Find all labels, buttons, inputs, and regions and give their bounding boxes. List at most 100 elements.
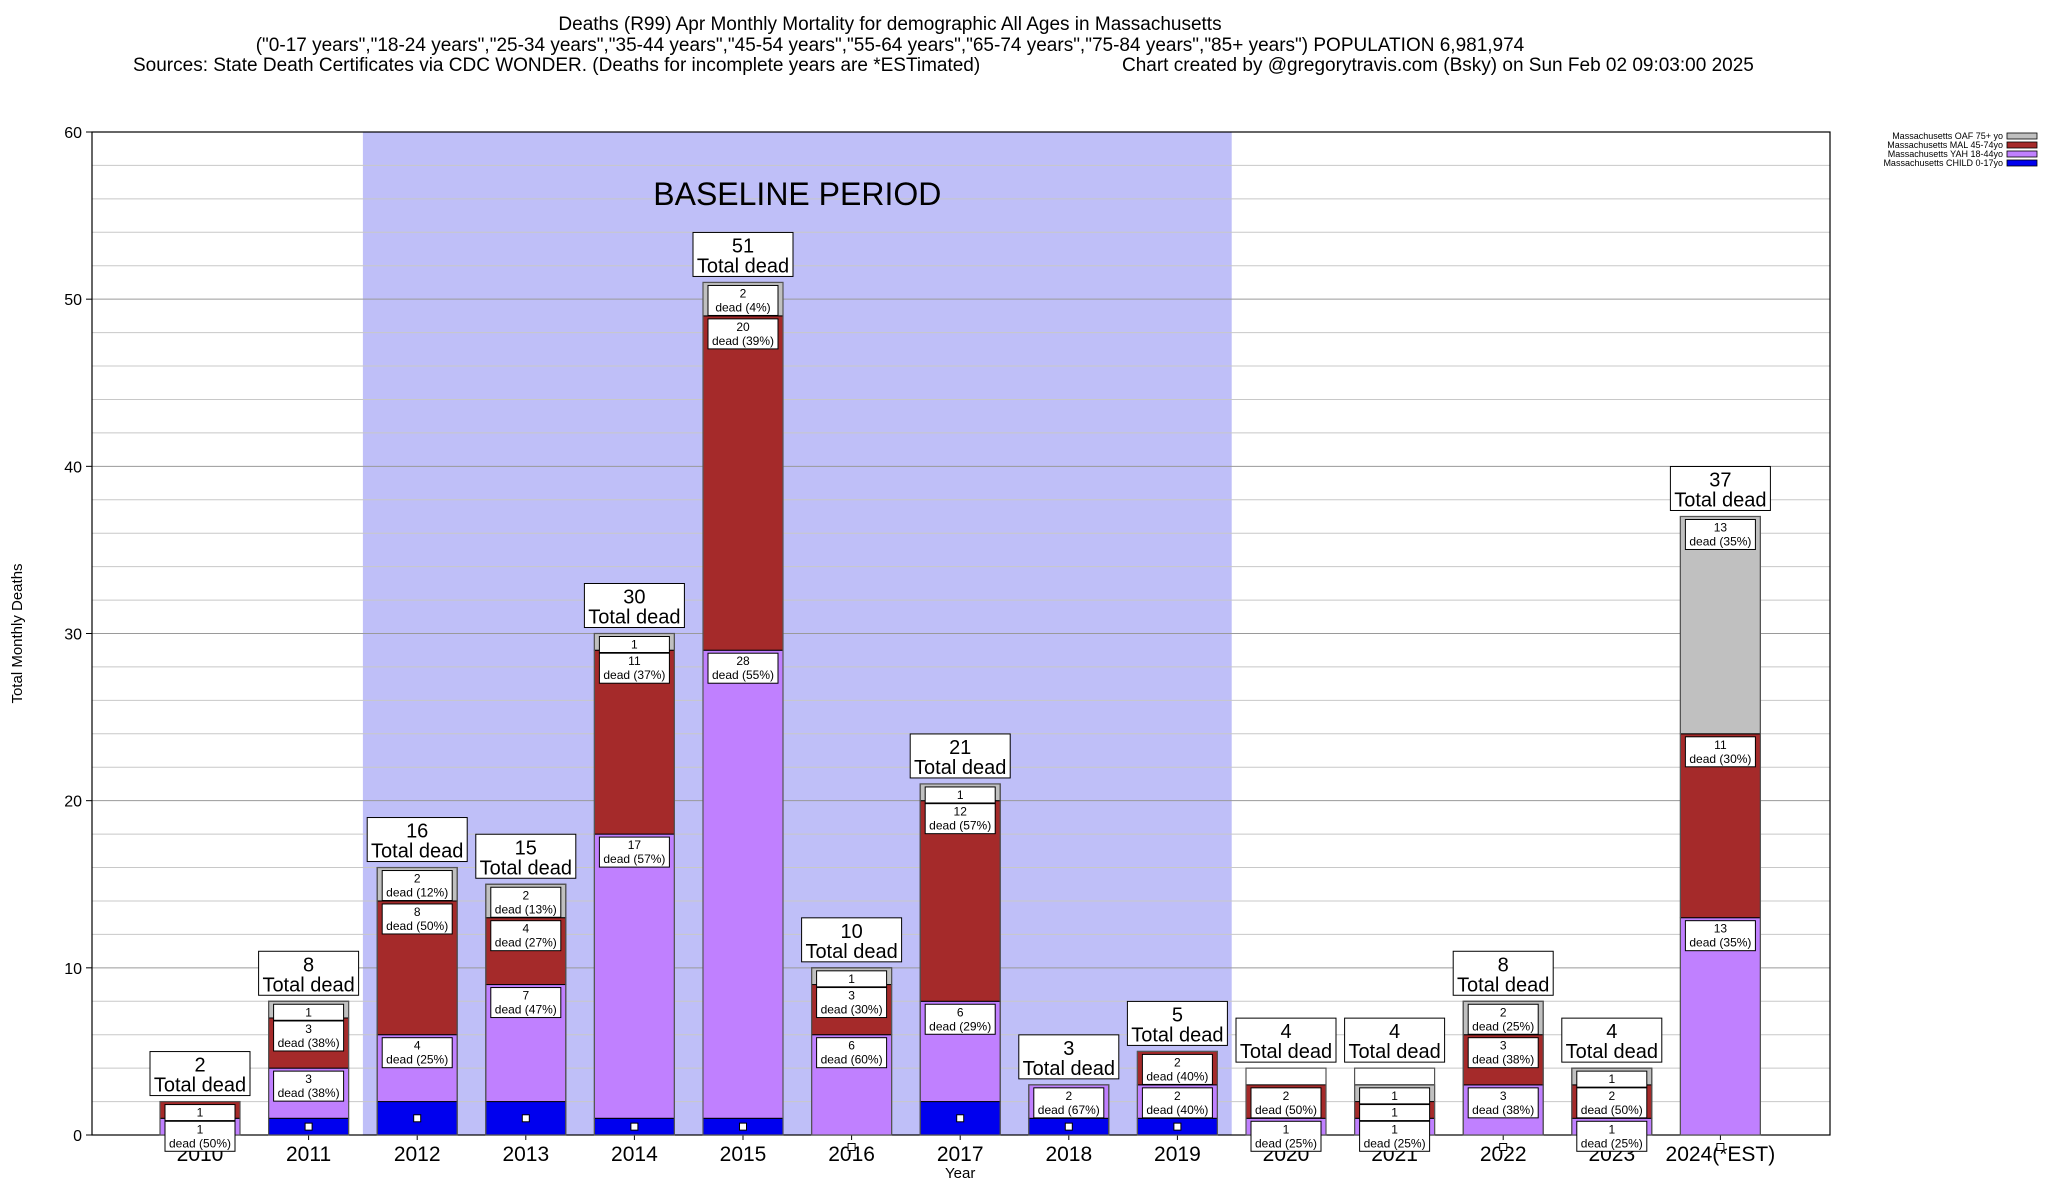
total-text: Total dead bbox=[480, 857, 572, 879]
segment-label-box bbox=[1576, 1087, 1648, 1119]
segment-label-box bbox=[1033, 1087, 1105, 1119]
total-text: Total dead bbox=[914, 757, 1006, 779]
total-label-box bbox=[1452, 950, 1554, 996]
y-tick-label: 40 bbox=[64, 459, 82, 476]
segment-count: 1 bbox=[631, 638, 638, 652]
bar-outline bbox=[593, 632, 676, 1136]
total-value: 37 bbox=[1709, 469, 1731, 491]
child-marker bbox=[1173, 1122, 1182, 1131]
segment-count: 13 bbox=[1714, 520, 1728, 534]
total-value: 10 bbox=[840, 921, 862, 943]
segment-label-box bbox=[1684, 736, 1756, 768]
legend-swatch bbox=[2006, 159, 2038, 167]
segment-percent: dead (4%) bbox=[715, 300, 770, 314]
segment-label-box bbox=[490, 886, 562, 918]
segment-percent: dead (13%) bbox=[495, 902, 557, 916]
segment-percent: dead (57%) bbox=[603, 852, 665, 866]
segment-percent: dead (38%) bbox=[1472, 1103, 1534, 1117]
segment-label-box bbox=[1576, 1120, 1648, 1152]
segment-label-box bbox=[598, 636, 670, 653]
segment-percent: dead (47%) bbox=[495, 1003, 557, 1017]
total-text: Total dead bbox=[371, 841, 463, 863]
bar-outline bbox=[1136, 1050, 1219, 1136]
child-marker bbox=[1064, 1122, 1073, 1131]
total-text: Total dead bbox=[1566, 1041, 1658, 1063]
segment-label: 1 bbox=[1576, 1070, 1648, 1088]
total-value: 51 bbox=[732, 235, 754, 257]
segment-percent: dead (12%) bbox=[386, 886, 448, 900]
segment-label-box bbox=[1141, 1087, 1213, 1119]
legend-swatch bbox=[2006, 150, 2038, 158]
x-tick-label: 2013 bbox=[502, 1143, 549, 1166]
child-marker bbox=[956, 1114, 965, 1123]
segment-percent: dead (25%) bbox=[1472, 1019, 1534, 1033]
segment-percent: dead (40%) bbox=[1146, 1069, 1208, 1083]
segment-count: 4 bbox=[522, 922, 529, 936]
total-label-box bbox=[909, 733, 1011, 779]
segment-percent: dead (39%) bbox=[712, 334, 774, 348]
baseline-period-label: BASELINE PERIOD bbox=[653, 176, 941, 212]
total-text: Total dead bbox=[805, 941, 897, 963]
segment-percent: dead (38%) bbox=[278, 1036, 340, 1050]
segment-percent: dead (67%) bbox=[1038, 1103, 1100, 1117]
segment-label: 1 bbox=[924, 786, 996, 804]
segment-label-box bbox=[707, 652, 779, 684]
bar-outline bbox=[1679, 515, 1762, 1136]
bar-outline bbox=[1462, 1000, 1544, 1136]
segment-count: 4 bbox=[414, 1039, 421, 1053]
bar-outline bbox=[485, 883, 567, 1136]
segment-count: 2 bbox=[1500, 1005, 1507, 1019]
segment-label-box bbox=[1467, 1037, 1539, 1069]
total-label-box bbox=[366, 817, 468, 863]
segment-percent: dead (25%) bbox=[386, 1053, 448, 1067]
child-marker bbox=[521, 1114, 530, 1123]
legend-swatch bbox=[2006, 141, 2038, 149]
segment-count: 1 bbox=[1391, 1089, 1398, 1103]
bar-outline bbox=[919, 783, 1001, 1136]
segment-label: 1 bbox=[816, 970, 888, 988]
total-text: Total dead bbox=[697, 255, 789, 277]
segment-percent: dead (29%) bbox=[929, 1019, 991, 1033]
segment-count: 17 bbox=[628, 838, 642, 852]
bar-segment bbox=[702, 315, 784, 651]
total-label-box bbox=[692, 231, 794, 277]
total-value: 15 bbox=[515, 837, 537, 859]
y-tick-label: 50 bbox=[64, 292, 82, 309]
segment-label-box bbox=[164, 1104, 236, 1122]
y-tick-label: 30 bbox=[64, 627, 82, 644]
segment-label: 1 bbox=[273, 1003, 345, 1021]
segment-count: 3 bbox=[1500, 1089, 1507, 1103]
segment-count: 20 bbox=[736, 320, 750, 334]
child-marker bbox=[1499, 1143, 1508, 1151]
bar-outline bbox=[702, 281, 784, 1136]
segment-percent: dead (50%) bbox=[1255, 1103, 1317, 1117]
y-tick-label: 60 bbox=[64, 125, 82, 142]
total-label-box bbox=[1018, 1034, 1120, 1080]
total-label-box bbox=[1344, 1017, 1446, 1063]
total-value: 21 bbox=[949, 737, 971, 759]
